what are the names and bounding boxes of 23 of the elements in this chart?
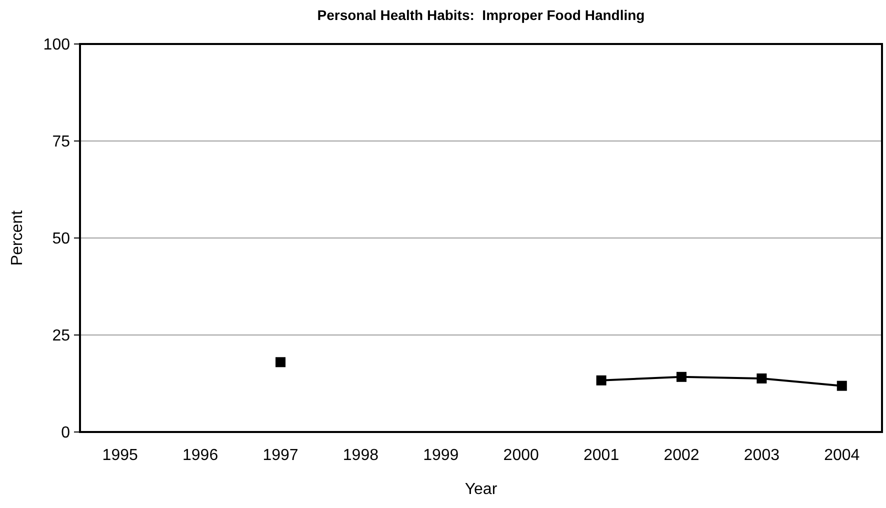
y-tick-label: 0 xyxy=(61,424,70,442)
x-tick-label: 2001 xyxy=(584,447,620,464)
x-tick-label: 2002 xyxy=(664,447,700,464)
point xyxy=(756,373,767,384)
chart-title: Personal Health Habits: Improper Food Handling xyxy=(317,7,645,23)
y-tick-label: 25 xyxy=(52,328,70,345)
x-tick-label: 1997 xyxy=(262,447,298,464)
y-tick-label: 75 xyxy=(52,134,70,151)
x-tick-label: 1998 xyxy=(342,447,379,464)
x-tick-label: 1995 xyxy=(102,447,138,464)
x-tick-label: 1996 xyxy=(182,447,218,464)
x-axis-title: Year xyxy=(464,481,498,498)
x-tick-label: 2000 xyxy=(503,447,539,464)
point xyxy=(836,380,847,391)
y-axis-title: Percent xyxy=(9,210,26,266)
point xyxy=(676,372,686,382)
point xyxy=(596,375,606,386)
x-tick-label: 1999 xyxy=(423,447,459,464)
y-tick-label: 50 xyxy=(52,230,70,248)
point xyxy=(276,357,286,368)
y-tick-label: 100 xyxy=(43,36,70,54)
x-tick-label: 2004 xyxy=(824,447,860,464)
x-tick-label: 2003 xyxy=(744,447,780,464)
